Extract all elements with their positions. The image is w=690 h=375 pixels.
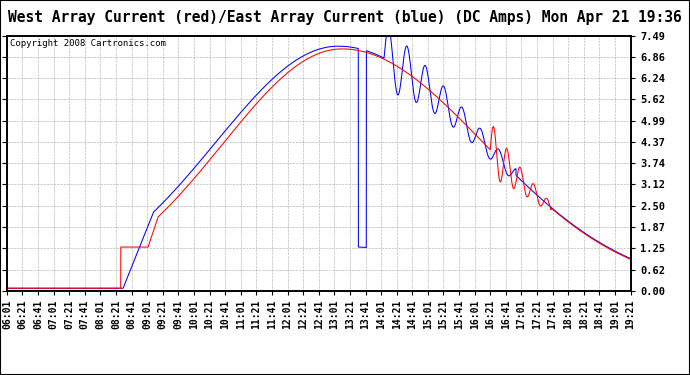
Text: Copyright 2008 Cartronics.com: Copyright 2008 Cartronics.com bbox=[10, 39, 166, 48]
Text: West Array Current (red)/East Array Current (blue) (DC Amps) Mon Apr 21 19:36: West Array Current (red)/East Array Curr… bbox=[8, 10, 682, 26]
